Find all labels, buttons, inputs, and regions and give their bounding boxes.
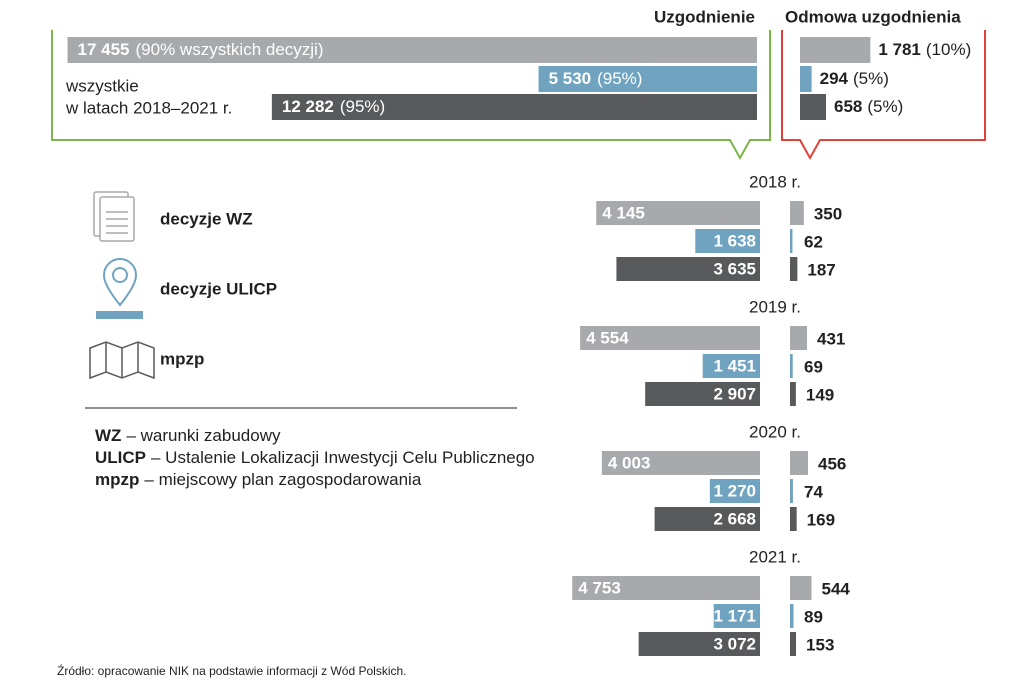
rejected-label: 1 781 (10%) [878, 40, 971, 59]
rejected-label: 544 [821, 579, 850, 598]
approved-label: 1 270 [713, 481, 756, 500]
rejected-bar [790, 382, 796, 406]
rejected-bar [790, 604, 794, 628]
share-label: (90% wszystkich decyzji) [136, 40, 324, 59]
rejected-bar [790, 257, 798, 281]
approved-label: 2 907 [713, 384, 756, 403]
rejected-frame [781, 30, 986, 161]
share-label: (95%) [597, 69, 642, 88]
rejected-label: 153 [806, 635, 834, 654]
group-header: Uzgodnienie [654, 7, 755, 26]
value-label: 294 [820, 69, 849, 88]
approved-bar [596, 201, 760, 225]
approved-label: 3 635 [713, 259, 756, 278]
approved-label: 4 003 [608, 453, 651, 472]
rejected-bar [800, 94, 826, 120]
rejected-bar [790, 576, 812, 600]
approved-label: 4 145 [602, 203, 645, 222]
definition-text: – Ustalenie Lokalizacji Inwestycji Celu … [151, 448, 535, 467]
definition-text: – warunki zabudowy [126, 426, 281, 445]
rejected-bar [800, 66, 812, 92]
legend-label: decyzje WZ [160, 209, 253, 228]
legend-label: decyzje ULICP [160, 279, 277, 298]
approved-bar [616, 257, 760, 281]
rejected-bar [790, 451, 809, 475]
value-label: 658 [834, 97, 862, 116]
approved-bar [645, 382, 760, 406]
approved-frame [51, 30, 771, 161]
approved-label: 4 554 [586, 328, 629, 347]
rejected-label: 89 [804, 607, 823, 626]
rejected-label: 69 [804, 357, 823, 376]
rejected-label: 74 [804, 482, 823, 501]
approved-label: 4 753 [578, 578, 621, 597]
rejected-label: 350 [814, 204, 842, 223]
icon-ulicp [96, 258, 143, 319]
definition-term: ULICP [95, 448, 146, 467]
definition-term: WZ [95, 426, 121, 445]
rejected-bar [790, 354, 793, 378]
definition: ULICP – Ustalenie Lokalizacji Inwestycji … [95, 448, 535, 467]
group-header: Odmowa uzgodnienia [785, 7, 961, 26]
approved-label: 2 668 [713, 509, 756, 528]
value-label: 1 781 [878, 40, 921, 59]
approved-label: 3 072 [713, 634, 756, 653]
approved-label: 1 638 [713, 231, 756, 250]
rejected-bar [790, 632, 797, 656]
source: Źródło: opracowanie NIK na podstawie inf… [57, 663, 407, 678]
value-label: 5 530 [549, 69, 592, 88]
approved-label: 17 455 (90% wszystkich decyzji) [78, 40, 324, 59]
approved-bar [538, 66, 757, 92]
approved-label: 1 171 [713, 606, 756, 625]
approved-label: 5 530 (95%) [549, 69, 643, 88]
definition: mpzp – miejscowy plan zagospodarowania [95, 470, 422, 489]
definition-term: mpzp [95, 470, 139, 489]
value-label: 17 455 [78, 40, 130, 59]
definition-text: – miejscowy plan zagospodarowania [144, 470, 421, 489]
approved-bar [713, 604, 760, 628]
rejected-label: 658 (5%) [834, 97, 903, 116]
year-label: 2021 r. [749, 547, 801, 566]
legend-label: mpzp [160, 349, 204, 368]
year-label: 2020 r. [749, 422, 801, 441]
rejected-label: 187 [807, 260, 835, 279]
icon-mpzp [89, 341, 155, 380]
approved-label: 12 282 (95%) [282, 97, 385, 116]
share-label: (5%) [867, 97, 903, 116]
approved-bar [709, 479, 760, 503]
rejected-label: 431 [817, 329, 845, 348]
rejected-bar [790, 326, 808, 350]
approved-bar [572, 576, 760, 600]
approved-bar [695, 229, 760, 253]
share-label: (95%) [340, 97, 385, 116]
approved-bar [67, 37, 758, 63]
definition: WZ – warunki zabudowy [95, 426, 281, 445]
rejected-label: 62 [804, 232, 823, 251]
rejected-bar [790, 479, 793, 503]
rejected-bar [790, 201, 804, 225]
approved-bar [654, 507, 760, 531]
rejected-bar [790, 229, 793, 253]
approved-bar [601, 451, 760, 475]
approved-label: 1 451 [713, 356, 756, 375]
rejected-bar [800, 37, 871, 63]
icon-wz [93, 191, 135, 242]
share-label: (10%) [926, 40, 971, 59]
value-label: 12 282 [282, 97, 334, 116]
total-label: wszystkie [65, 76, 139, 95]
rejected-label: 456 [818, 454, 846, 473]
approved-bar [580, 326, 760, 350]
total-label: w latach 2018–2021 r. [65, 98, 232, 117]
rejected-label: 294 (5%) [820, 69, 889, 88]
approved-bar [638, 632, 760, 656]
approved-bar [702, 354, 760, 378]
year-label: 2018 r. [749, 172, 801, 191]
approved-bar [271, 94, 757, 120]
share-label: (5%) [853, 69, 889, 88]
year-label: 2019 r. [749, 297, 801, 316]
rejected-label: 149 [806, 385, 834, 404]
rejected-bar [790, 507, 797, 531]
rejected-label: 169 [807, 510, 835, 529]
